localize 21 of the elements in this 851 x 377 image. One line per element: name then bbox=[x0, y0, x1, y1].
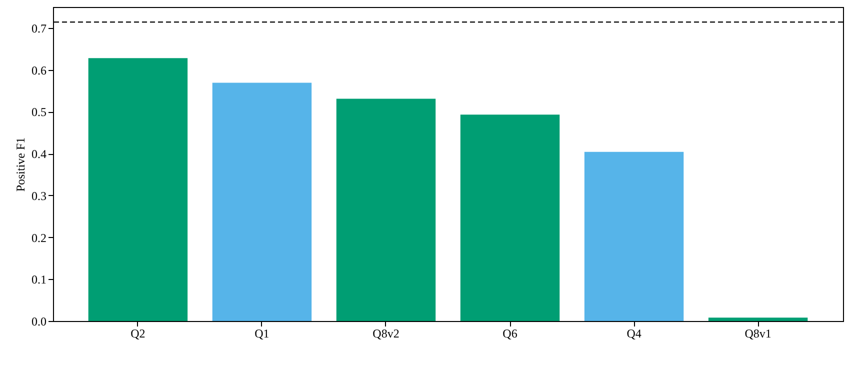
y-axis-title: Positive F1 bbox=[14, 137, 28, 192]
bar bbox=[708, 318, 808, 321]
x-tick-label: Q1 bbox=[254, 326, 270, 340]
y-tick-label: 0.4 bbox=[32, 147, 46, 162]
y-tick-label: 0.6 bbox=[32, 63, 46, 78]
x-tick-label: Q8v1 bbox=[744, 326, 772, 340]
x-tick-label: Q6 bbox=[502, 326, 518, 340]
bar bbox=[460, 114, 560, 321]
y-tick-label: 0.7 bbox=[32, 21, 46, 36]
x-tick-label: Q4 bbox=[626, 326, 642, 340]
y-tick-label: 0.0 bbox=[32, 314, 46, 328]
y-tick-label: 0.1 bbox=[32, 272, 46, 287]
y-tick-label: 0.5 bbox=[32, 105, 46, 120]
bar bbox=[88, 58, 188, 321]
bar bbox=[336, 98, 436, 321]
y-tick-label: 0.2 bbox=[32, 230, 46, 245]
bar bbox=[584, 152, 684, 321]
x-tick-label: Q8v2 bbox=[372, 326, 400, 340]
y-tick-label: 0.3 bbox=[32, 188, 46, 203]
bar bbox=[212, 82, 312, 321]
x-tick-label: Q2 bbox=[130, 326, 146, 340]
